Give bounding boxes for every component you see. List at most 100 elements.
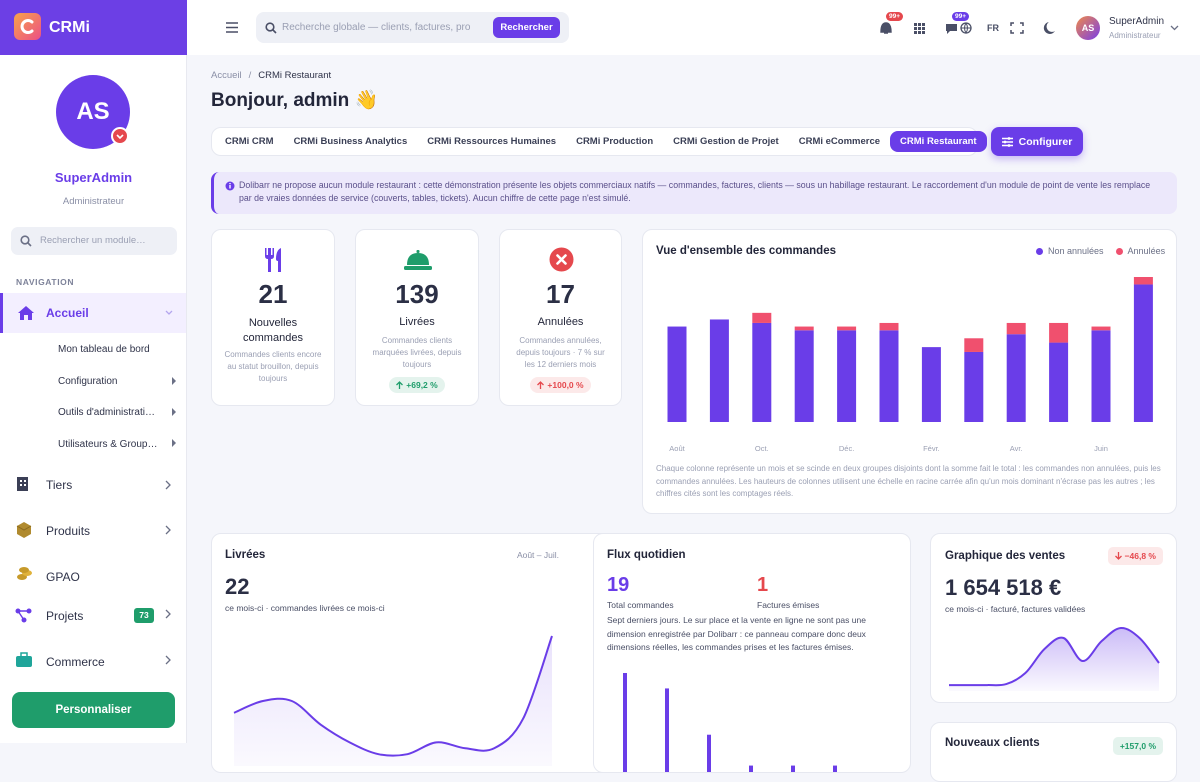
- legend-item: Non annulées: [1036, 246, 1104, 256]
- topbar-icons: [880, 22, 1055, 34]
- language[interactable]: FR: [987, 23, 999, 33]
- kpi-change-wrap: +69,2 %: [356, 376, 478, 394]
- kpi-description: Commandes clients marquées livrées, depu…: [372, 336, 462, 369]
- avatar-badge: [111, 127, 129, 145]
- kpi-value: 21: [258, 279, 288, 309]
- breadcrumb: Accueil / CRMi Restaurant: [211, 70, 331, 81]
- home-icon: [18, 306, 34, 320]
- chart-title: Flux quotidien: [607, 549, 686, 561]
- legend-dot: [1115, 247, 1123, 255]
- tab-active[interactable]: CRMi Restaurant: [890, 131, 987, 152]
- bar-segment: [1133, 284, 1153, 422]
- user-avatar[interactable]: AS: [1076, 16, 1100, 40]
- x-tick-label: Août: [669, 444, 685, 453]
- chart-title: Vue d'ensemble des commandes: [656, 245, 836, 257]
- page-title: Bonjour, admin 👋: [211, 90, 379, 111]
- chart-note: Sept derniers jours. Le sur place et la …: [607, 615, 866, 652]
- change-badge: +157,0 %: [1112, 737, 1163, 755]
- area-fill: [949, 627, 1159, 691]
- chart-card: Flux quotidien 19 Total commandes 1 Fact…: [593, 533, 911, 773]
- kpi-change-wrap: +100,0 %: [500, 376, 621, 394]
- menu-toggle[interactable]: [226, 22, 238, 33]
- bar-segment: [837, 330, 857, 422]
- legend-label: Annulées: [1127, 246, 1166, 256]
- bar: [833, 765, 837, 772]
- avatar: AS: [56, 75, 130, 149]
- change-wrap: −46,8 %: [1107, 547, 1163, 565]
- notification-badge: 99+: [886, 12, 904, 21]
- legend-label: Non annulées: [1048, 246, 1104, 256]
- menu-badge: 73: [134, 608, 154, 623]
- info-icon: [225, 181, 235, 191]
- sidebar-header: CRMi: [0, 0, 187, 55]
- menu-label[interactable]: Produits: [46, 524, 91, 538]
- menu-label: Accueil: [46, 306, 89, 320]
- tab[interactable]: CRMi Production: [576, 136, 654, 147]
- legend-dot: [1036, 247, 1043, 255]
- tab[interactable]: CRMi Ressources Humaines: [427, 136, 557, 147]
- bar: [791, 765, 795, 772]
- bar-segment: [1006, 334, 1026, 422]
- headline: 22: [225, 574, 250, 599]
- user-role: Administrateur: [1109, 31, 1161, 40]
- change-badge: −46,8 %: [1107, 547, 1163, 565]
- x-tick-label: Juin: [1094, 444, 1108, 453]
- headline: 1 654 518 €: [945, 575, 1062, 600]
- card: Nouveaux clients +157,0 %: [930, 722, 1177, 782]
- user-role: Administrateur: [62, 196, 125, 207]
- kpi-change: +100,0 %: [530, 377, 591, 393]
- kpi-value: 17: [546, 279, 575, 309]
- x-tick-label: Avr.: [1010, 444, 1023, 453]
- chevron: [165, 310, 173, 315]
- chart-card: Vue d'ensemble des commandes Non annulée…: [642, 229, 1177, 514]
- global-search[interactable]: Recherche globale — clients, factures, p…: [256, 12, 569, 43]
- kpi-icon: [404, 250, 432, 270]
- customize-button[interactable]: Personnaliser: [12, 692, 175, 728]
- submenu-item[interactable]: Utilisateurs & Group…: [58, 439, 158, 450]
- kpi-icon: [265, 248, 281, 272]
- search-placeholder: Rechercher un module…: [40, 235, 146, 246]
- menu-chevrons: [165, 480, 171, 665]
- menu-label[interactable]: Projets: [46, 609, 84, 623]
- search-placeholder: Recherche globale — clients, factures, p…: [282, 22, 471, 33]
- kpi-label: Livrées: [399, 316, 435, 328]
- tab[interactable]: CRMi CRM: [225, 136, 274, 147]
- kpi-description: Commandes clients encore au statut broui…: [224, 350, 322, 383]
- tab[interactable]: CRMi Business Analytics: [293, 136, 408, 147]
- x-tick-label: Oct.: [755, 444, 769, 453]
- tab[interactable]: CRMi eCommerce: [798, 136, 881, 147]
- kpi-card: 21 Nouvelles commandes Commandes clients…: [211, 229, 335, 406]
- stat-value: 19: [607, 574, 630, 596]
- chart-note: Chaque colonne représente un mois et se …: [656, 464, 1161, 498]
- search-icon: [265, 22, 277, 34]
- bar-segment: [752, 312, 772, 323]
- submenu-item[interactable]: Configuration: [58, 376, 118, 387]
- kpi-icon: [549, 247, 574, 272]
- user-name: SuperAdmin: [1109, 16, 1165, 27]
- bar-segment: [752, 322, 772, 422]
- kpi-change: +69,2 %: [389, 377, 445, 393]
- area-fill: [234, 636, 552, 766]
- stat-value: 1: [757, 574, 769, 596]
- settings-icon: [1001, 136, 1013, 147]
- menu-label[interactable]: Commerce: [46, 655, 105, 669]
- breadcrumb-item[interactable]: Accueil: [211, 70, 242, 81]
- info-banner: Dolibarr ne propose aucun module restaur…: [211, 172, 1177, 214]
- submenu-item[interactable]: Mon tableau de bord: [58, 344, 150, 355]
- menu-item-active[interactable]: Accueil: [0, 293, 186, 333]
- topbar: Recherche globale — clients, factures, p…: [187, 0, 1200, 55]
- chart-subtitle: Août – Juil.: [516, 550, 559, 560]
- bar-segment: [1133, 277, 1153, 285]
- menu-label[interactable]: Tiers: [46, 478, 73, 492]
- nav-section: NAVIGATION: [16, 277, 75, 287]
- configure-button[interactable]: Configurer: [991, 127, 1083, 156]
- submenu-item[interactable]: Outils d'administrati…: [58, 407, 155, 418]
- module-search[interactable]: Rechercher un module…: [11, 227, 177, 255]
- search-button[interactable]: Rechercher: [493, 17, 560, 38]
- kpi-change-text: +100,0 %: [547, 380, 584, 390]
- menu-label[interactable]: GPAO: [46, 570, 80, 584]
- bar: [707, 734, 711, 772]
- tab[interactable]: CRMi Gestion de Projet: [673, 136, 779, 147]
- x-tick-label: Févr.: [923, 444, 940, 453]
